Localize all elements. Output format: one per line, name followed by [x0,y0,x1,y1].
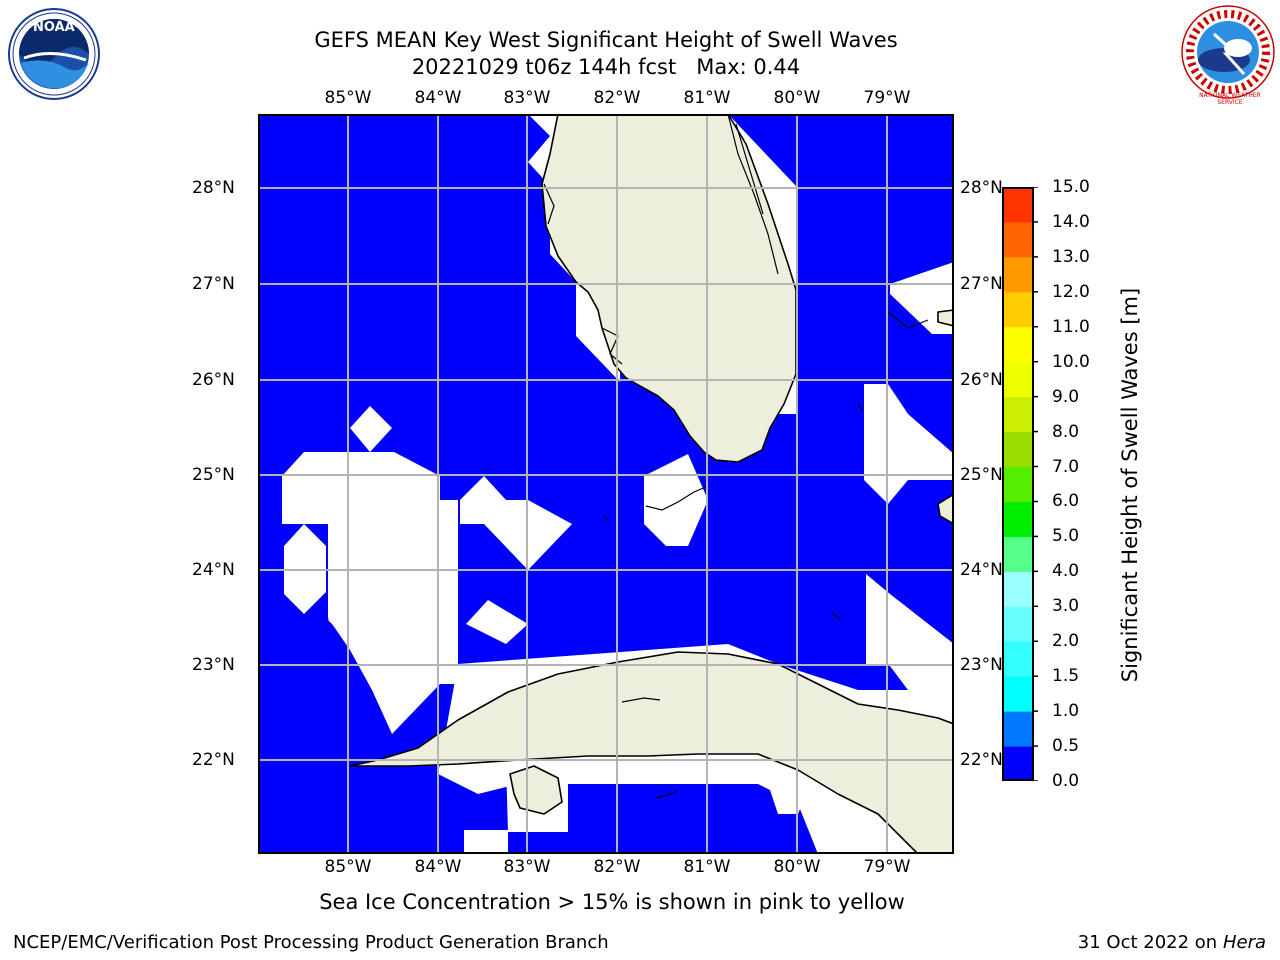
colorbar-tick-label: 12.0 [1052,281,1090,302]
lat-label-left: 23°N [192,655,235,675]
lat-label-right: 26°N [960,370,1003,390]
lat-label-left: 22°N [192,750,235,770]
lon-label-bottom: 84°W [414,857,462,877]
lon-label-bottom: 81°W [683,857,731,877]
colorbar-label: Significant Height of Swell Waves [m] [1118,287,1142,683]
lat-label-left: 27°N [192,274,235,294]
lat-label-left: 26°N [192,370,235,390]
lon-label-bottom: 83°W [503,857,551,877]
colorbar-tick-label: 9.0 [1052,386,1080,407]
colorbar-tick-label: 15.0 [1052,177,1090,197]
credit-text: NCEP/EMC/Verification Post Processing Pr… [13,932,609,953]
lon-label-bottom: 82°W [593,857,641,877]
colorbar-tick-label: 1.5 [1052,666,1080,687]
colorbar-tick-label: 5.0 [1052,526,1080,547]
lon-label-top: 84°W [414,88,462,108]
lon-label-top: 82°W [593,88,641,108]
lat-label-left: 25°N [192,465,235,485]
lon-label-top: 80°W [773,88,821,108]
coastline-details [543,114,929,799]
colorbar-segment [1003,746,1033,781]
colorbar-segment [1003,221,1033,258]
lat-label-right: 28°N [960,178,1003,198]
colorbar-segment [1003,641,1033,677]
colorbar-tick-label: 14.0 [1052,211,1090,232]
isle-of-youth-land [509,765,563,815]
nws-logo-icon [1181,5,1275,99]
colorbar-segment [1003,466,1033,502]
colorbar-frame [1002,187,1034,781]
lon-label-bottom: 85°W [324,857,372,877]
colorbar-tick-label: 2.0 [1052,631,1080,652]
colorbar-segment [1003,501,1033,537]
lat-label-right: 25°N [960,465,1003,485]
cuba-land [349,651,954,854]
land-areas [349,114,954,854]
lat-label-right: 23°N [960,655,1003,675]
bahamas-land [937,309,954,327]
colorbar-segment [1003,396,1033,433]
colorbar [1002,187,1038,781]
colorbar-tick-label: 3.0 [1052,596,1080,617]
nws-logo-text: NATIONAL WEATHER SERVICE [1199,92,1261,106]
colorbar-segment [1003,711,1033,747]
lon-label-bottom: 79°W [863,857,911,877]
lon-label-bottom: 80°W [773,857,821,877]
colorbar-tick-label: 0.5 [1052,736,1080,757]
colorbar-segment [1003,571,1033,607]
map-frame [258,114,954,854]
colorbar-segment [1003,361,1033,398]
date-text: 31 Oct 2022 on Hera [1077,932,1266,953]
map-subtitle: 20221029 t06z 144h fcst Max: 0.44 [411,55,801,79]
colorbar-tick-label: 4.0 [1052,561,1080,582]
colorbar-segment [1003,431,1033,468]
colorbar-segment [1003,187,1033,223]
graticule [258,114,954,854]
map-title: GEFS MEAN Key West Significant Height of… [314,28,898,52]
colorbar-segment [1003,291,1033,328]
lon-label-top: 81°W [683,88,731,108]
florida-land [541,114,797,463]
colorbar-tick-label: 11.0 [1052,316,1090,337]
colorbar-segment [1003,536,1033,572]
host-name: Hera [1222,932,1266,953]
colorbar-tick-label: 7.0 [1052,456,1080,477]
lat-label-right: 27°N [960,274,1003,294]
lat-label-right: 22°N [960,750,1003,770]
colorbar-segment [1003,606,1033,642]
andros-land [937,493,954,525]
colorbar-tick-label: 10.0 [1052,351,1090,372]
colorbar-segment [1003,326,1033,363]
lon-label-top: 83°W [503,88,551,108]
lon-label-top: 85°W [324,88,372,108]
noaa-logo-text: NOAA [33,20,75,35]
lon-label-top: 79°W [863,88,911,108]
sea-ice-note: Sea Ice Concentration > 15% is shown in … [319,890,905,914]
lat-label-right: 24°N [960,560,1003,580]
noaa-logo-icon [8,8,100,100]
map-panel [258,114,954,854]
colorbar-tick-label: 13.0 [1052,246,1090,267]
colorbar-tick-label: 0.0 [1052,771,1080,791]
lat-label-left: 24°N [192,560,235,580]
colorbar-tick-label: 6.0 [1052,491,1080,512]
colorbar-segment [1003,676,1033,712]
colorbar-segment [1003,256,1033,293]
colorbar-tick-label: 8.0 [1052,421,1080,442]
colorbar-tick-label: 1.0 [1052,701,1080,722]
lat-label-left: 28°N [192,178,235,198]
